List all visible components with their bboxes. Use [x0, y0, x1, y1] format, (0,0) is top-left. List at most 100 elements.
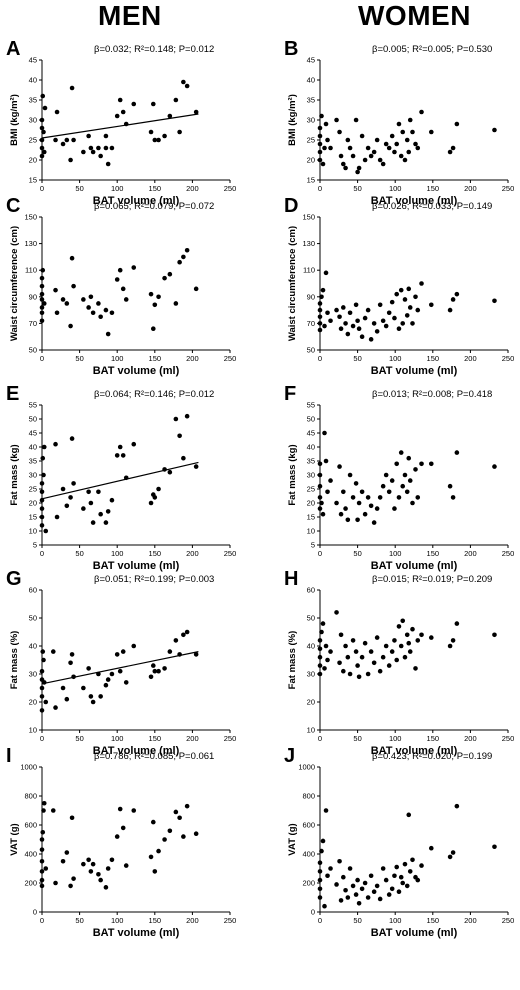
y-tick-label: 25 [29, 485, 37, 494]
data-point [103, 885, 109, 890]
y-tick-label: 5 [311, 541, 315, 550]
y-tick-label: 800 [24, 792, 37, 801]
data-point [454, 450, 460, 455]
data-point [39, 883, 45, 889]
data-point [394, 141, 400, 147]
x-tick-label: 250 [502, 549, 515, 558]
x-axis-label-h: BAT volume (ml) [371, 745, 458, 757]
data-point [53, 441, 58, 447]
data-point [362, 315, 368, 321]
y-tick-label: 1000 [298, 763, 315, 772]
data-point [317, 125, 323, 131]
data-point [123, 297, 129, 302]
data-point [86, 666, 91, 671]
data-point [377, 302, 383, 308]
data-point [383, 141, 389, 147]
data-point [334, 307, 339, 313]
data-point [359, 654, 365, 660]
data-point [365, 145, 371, 151]
stats-text-j: β=0.423; R²=0.020; P=0.199 [372, 751, 492, 762]
y-tick-label: 20 [307, 499, 315, 508]
data-point [41, 149, 47, 155]
data-point [389, 886, 395, 892]
data-point [131, 643, 137, 649]
data-point [173, 809, 179, 815]
x-axis-label-i: BAT volume (ml) [93, 927, 180, 939]
data-point [402, 297, 408, 302]
data-point [123, 863, 129, 868]
data-point [41, 800, 47, 806]
data-point [356, 165, 362, 171]
data-point [338, 511, 344, 517]
data-point [96, 489, 101, 495]
data-point [350, 153, 356, 159]
y-tick-label: 40 [307, 76, 315, 85]
data-point [343, 506, 348, 511]
data-point [317, 149, 323, 155]
data-point [323, 458, 329, 464]
data-point [64, 137, 70, 143]
y-tick-label: 45 [29, 56, 37, 65]
data-point [419, 461, 424, 467]
data-point [328, 145, 333, 151]
data-point [492, 844, 497, 850]
data-point [131, 441, 137, 447]
data-point [88, 869, 94, 874]
data-point [337, 314, 342, 320]
data-point [39, 837, 45, 842]
y-axis-label-b: BMI (kg/m²) [287, 94, 298, 146]
y-tick-label: 30 [307, 116, 315, 125]
panel-letter-a: A [6, 38, 20, 60]
data-point [117, 806, 123, 812]
data-point [39, 297, 45, 302]
data-point [447, 854, 453, 860]
data-point [39, 305, 45, 310]
data-point [317, 327, 323, 333]
data-point [323, 270, 329, 276]
data-point [173, 638, 179, 643]
data-point [105, 866, 111, 871]
data-point [396, 495, 402, 500]
data-point [368, 649, 374, 654]
data-point [177, 433, 182, 439]
y-axis-label-j: VAT (g) [287, 823, 298, 855]
data-point [71, 481, 76, 486]
y-tick-label: 150 [24, 213, 37, 222]
y-tick-label: 150 [302, 213, 315, 222]
data-point [90, 310, 96, 316]
data-point [355, 169, 360, 175]
x-tick-label: 50 [75, 916, 83, 925]
data-point [386, 663, 392, 668]
x-axis-label-f: BAT volume (ml) [371, 560, 458, 572]
data-point [338, 632, 344, 638]
data-point [96, 301, 101, 306]
x-tick-label: 200 [186, 184, 199, 193]
data-point [109, 857, 115, 863]
data-point [150, 663, 156, 668]
data-point [167, 113, 173, 119]
data-point [404, 632, 410, 638]
data-point [71, 283, 76, 289]
data-point [447, 483, 453, 489]
data-point [334, 500, 339, 506]
data-point [368, 153, 374, 159]
data-point [114, 453, 120, 458]
y-tick-label: 40 [307, 642, 315, 651]
y-tick-label: 30 [29, 116, 37, 125]
data-point [320, 621, 326, 626]
data-point [404, 489, 410, 495]
x-tick-label: 50 [353, 184, 361, 193]
data-point [193, 286, 199, 292]
data-point [322, 323, 327, 329]
data-point [359, 334, 365, 340]
data-point [343, 321, 348, 326]
y-tick-label: 600 [24, 821, 37, 830]
data-point [86, 133, 91, 139]
data-point [68, 495, 73, 500]
y-axis-label-c: Waist circumference (cm) [9, 226, 20, 341]
y-tick-label: 50 [29, 415, 37, 424]
